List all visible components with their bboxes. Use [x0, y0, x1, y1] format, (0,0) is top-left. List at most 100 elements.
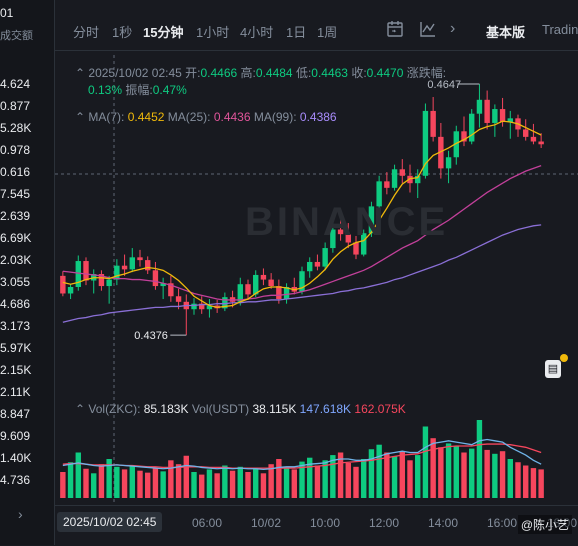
vol-zkc-value: 85.183K — [143, 402, 189, 416]
left-panel-value: 1.40K — [0, 451, 54, 469]
ma99-line — [62, 224, 542, 323]
volume-bar — [422, 426, 429, 498]
vol-usdt-label: Vol(USDT) — [191, 402, 250, 416]
left-panel-value: 5.28K — [0, 121, 54, 139]
order-book-icon[interactable]: ▤ — [545, 360, 561, 378]
volume-bar — [476, 420, 483, 498]
calendar-icon[interactable] — [386, 20, 404, 38]
candle-body — [222, 297, 228, 309]
interval-4h[interactable]: 4小时 — [240, 25, 274, 40]
close-value: 0.4470 — [366, 66, 404, 80]
volume-bar — [445, 443, 452, 498]
left-panel-value: 8.847 — [0, 407, 54, 425]
vol-collapse-icon[interactable]: ⌃ — [75, 402, 89, 416]
interval-1s[interactable]: 1秒 — [112, 25, 133, 40]
volume-bar — [168, 460, 174, 498]
candle-body — [237, 284, 243, 302]
volume-bar — [515, 462, 521, 498]
volume-bar — [523, 465, 529, 498]
volume-bar — [453, 446, 459, 498]
interval-timeline[interactable]: 分时 — [73, 25, 100, 40]
candle-body — [330, 229, 336, 249]
ma7-label: MA(7): — [88, 110, 125, 124]
volume-bar — [237, 466, 243, 498]
candle-body — [307, 261, 313, 272]
candle-body — [206, 305, 213, 310]
ma-collapse-icon[interactable]: ⌃ — [75, 110, 89, 124]
interval-15m[interactable]: 15分钟 — [143, 25, 184, 40]
volume-bar — [322, 460, 328, 498]
candle-body — [268, 279, 274, 287]
amplitude-value: 0.47% — [152, 83, 187, 97]
volume-bar — [384, 452, 390, 498]
candle-body — [121, 265, 128, 270]
candle-body — [299, 271, 305, 292]
volume-bar — [430, 438, 436, 498]
candle-body — [476, 99, 483, 114]
volume-bar — [492, 453, 498, 498]
volume-bar — [530, 468, 537, 498]
high-label: 高: — [240, 66, 256, 80]
open-value: 0.4466 — [200, 66, 238, 80]
left-panel-value: 4.624 — [0, 77, 54, 95]
volume-bar — [114, 466, 120, 498]
volume-bar — [469, 448, 475, 498]
volume-bar — [499, 451, 506, 498]
left-panel-value: 3.055 — [0, 275, 54, 293]
volume-bar — [368, 449, 375, 498]
close-label: 收: — [351, 66, 367, 80]
volume-bar — [199, 474, 205, 498]
indicator-icon[interactable] — [419, 20, 437, 38]
chevron-right-icon[interactable]: › — [18, 506, 23, 522]
candle-body — [499, 109, 506, 123]
basic-view-tab[interactable]: 基本版 — [486, 25, 526, 40]
candle-body — [445, 157, 452, 169]
candle-body — [507, 118, 513, 123]
volume-bar — [145, 472, 151, 498]
volume-bar — [461, 452, 467, 498]
interval-1w[interactable]: 1周 — [317, 25, 338, 40]
candle-body — [145, 260, 151, 271]
change-value: 0.13% — [88, 83, 123, 97]
volume-bar — [175, 464, 182, 498]
vol-ma5-line — [62, 438, 542, 471]
amplitude-label: 振幅: — [125, 83, 153, 97]
vol-usdt-value: 38.115K — [252, 402, 297, 416]
crosshair-time-badge: 2025/10/02 02:45 — [57, 512, 163, 532]
interval-1d[interactable]: 1日 — [286, 25, 307, 40]
tradingview-tab[interactable]: Tradin — [542, 22, 578, 37]
low-marker-label: 0.4376 — [134, 330, 168, 342]
time-tick: 18:00 — [547, 516, 578, 530]
chevron-right-icon[interactable]: › — [450, 20, 456, 37]
volume-bar — [206, 469, 213, 498]
candle-body — [384, 181, 390, 188]
candle-body — [391, 169, 398, 188]
volume-bar — [152, 468, 159, 498]
volume-bar — [538, 469, 544, 498]
info-collapse-icon[interactable]: ⌃ — [75, 66, 89, 80]
left-panel-value: 5.97K — [0, 341, 54, 359]
vol-ma10-value: 162.075K — [354, 402, 406, 416]
candle-body — [484, 99, 490, 123]
candle-body — [75, 261, 81, 287]
candle-body — [137, 257, 143, 261]
time-tick: 16:00 — [487, 516, 518, 530]
candlestick-chart[interactable]: 0.4647 0.4376 — [55, 0, 578, 505]
candle-body — [407, 175, 413, 184]
interval-toolbar: 分时 1秒 15分钟 1小时 4小时 1日 1周 › 基本版 Tradin — [55, 0, 578, 51]
volume-info: ⌃ Vol(ZKC): 85.183K Vol(USDT) 38.115K 14… — [55, 402, 406, 416]
left-panel-value: 4.686 — [0, 297, 54, 315]
notification-dot — [560, 354, 568, 362]
candle-body — [345, 234, 351, 243]
time-tick: 10:00 — [310, 516, 341, 530]
volume-bar — [91, 473, 97, 498]
candle-body — [353, 242, 359, 255]
candle-body — [415, 175, 421, 184]
chart-panel: 分时 1秒 15分钟 1小时 4小时 1日 1周 › 基本版 Tradin 0.… — [55, 0, 578, 545]
open-label: 开: — [185, 66, 201, 80]
interval-1h[interactable]: 1小时 — [196, 25, 230, 40]
volume-bar — [191, 472, 197, 498]
volume-bar — [121, 469, 128, 498]
ma25-value: 0.4436 — [213, 110, 251, 124]
ma25-label: MA(25): — [167, 110, 211, 124]
